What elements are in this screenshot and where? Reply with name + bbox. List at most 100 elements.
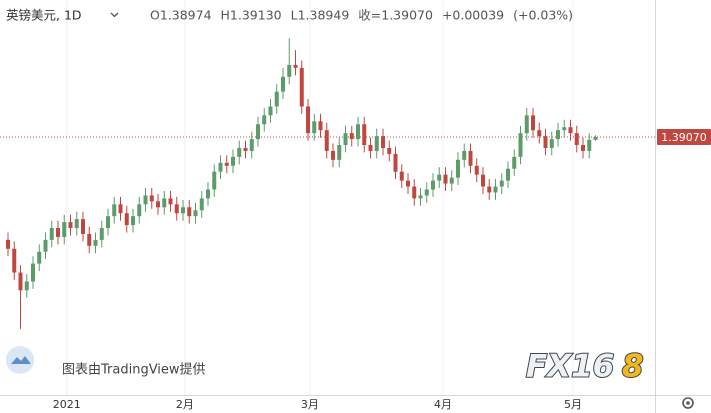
candle-body <box>243 147 248 151</box>
candle-body <box>112 204 117 217</box>
x-tick-label: 5月 <box>564 398 582 411</box>
candle-body <box>218 162 223 172</box>
candle-body <box>106 216 110 229</box>
candle-body <box>249 139 254 151</box>
candle-body <box>324 130 329 151</box>
price-label: 1.39070 <box>661 131 707 144</box>
candle-body <box>343 133 348 146</box>
candle-body <box>318 121 323 131</box>
candle-body <box>487 186 492 193</box>
candle-body <box>568 127 573 134</box>
candle-body <box>18 272 23 291</box>
candle-body <box>56 228 60 237</box>
candle-body <box>587 139 592 151</box>
candle-body <box>449 177 454 184</box>
candle-body <box>93 239 98 246</box>
header-field: 收=1.39070 <box>358 8 433 23</box>
candle-body <box>299 67 304 107</box>
chevron[interactable] <box>110 12 119 18</box>
candle-body <box>287 64 292 77</box>
candle-body <box>418 195 423 199</box>
candle-body <box>237 147 242 157</box>
candle-body <box>206 189 210 199</box>
candle-body <box>368 145 373 151</box>
candle-body <box>268 106 273 116</box>
candle-body <box>556 130 560 140</box>
candle-body <box>387 147 392 154</box>
candle-body <box>393 153 398 172</box>
logo-accent: 8 <box>622 349 644 385</box>
candle-body <box>512 156 517 169</box>
candle-body <box>224 162 229 166</box>
candle-body <box>481 174 485 187</box>
candle-body <box>99 228 104 240</box>
candle-body <box>531 115 535 131</box>
gear-center[interactable] <box>686 401 690 405</box>
candle-body <box>68 222 73 229</box>
candle-body <box>231 156 235 166</box>
candle-body <box>212 171 217 190</box>
candle-body <box>524 115 529 134</box>
candle-body <box>124 213 129 226</box>
candle-body <box>381 136 385 148</box>
candle-body <box>499 180 504 187</box>
x-tick-label: 3月 <box>301 398 319 411</box>
candle-body <box>199 198 204 211</box>
candle-body <box>468 150 473 166</box>
candle-body <box>537 130 542 137</box>
candle-body <box>543 136 548 148</box>
candle-body <box>181 207 185 214</box>
candle-body <box>412 186 417 199</box>
candle-body <box>193 210 198 217</box>
candle-body <box>456 159 460 178</box>
candle-body <box>474 165 479 175</box>
candle-body <box>293 64 298 68</box>
candle-body <box>81 219 85 234</box>
x-tick-label: 2021 <box>53 398 81 411</box>
candle-body <box>262 115 267 125</box>
candle-body <box>506 168 510 181</box>
candle-body <box>187 207 192 217</box>
x-tick-label: 2月 <box>176 398 194 411</box>
candle-body <box>312 121 317 134</box>
candle-body <box>31 263 35 282</box>
header-field: +0.00039 <box>442 8 504 23</box>
candle-body <box>437 174 442 181</box>
candle-body <box>337 145 342 160</box>
candle-body <box>306 106 310 134</box>
price-label-box <box>657 129 711 146</box>
candle-body <box>256 124 260 140</box>
candle-body <box>143 195 148 205</box>
candle-body <box>406 180 410 187</box>
candle-body <box>137 204 142 217</box>
candle-body <box>331 150 335 160</box>
candle-body <box>362 124 367 146</box>
candle-body <box>281 76 285 92</box>
header-field: L1.38949 <box>291 8 350 23</box>
symbol[interactable]: 英镑美元, 1D <box>6 8 82 23</box>
candle-body <box>443 174 448 184</box>
candle-body <box>562 127 567 131</box>
candle-body <box>43 239 48 252</box>
candle-body <box>62 222 67 237</box>
candle-body <box>274 91 279 107</box>
candle-body <box>168 198 173 205</box>
settings-icon[interactable] <box>682 397 694 409</box>
header-field: H1.39130 <box>221 8 282 23</box>
candle-body <box>374 136 379 151</box>
attribution[interactable]: 图表由TradingView提供 <box>62 362 206 378</box>
logo-text: FX16 <box>526 349 614 385</box>
candle-body <box>12 248 17 273</box>
candle-body <box>593 137 598 140</box>
candle-body <box>87 233 92 246</box>
tv-logo-icon <box>11 356 31 364</box>
candle-body <box>574 133 579 146</box>
candle-body <box>349 133 354 140</box>
candle-body <box>149 195 154 202</box>
candle-body <box>424 189 429 196</box>
candle-body <box>462 150 467 160</box>
candles <box>6 38 598 329</box>
header-field: (+0.03%) <box>513 8 573 23</box>
gear[interactable] <box>682 397 694 409</box>
